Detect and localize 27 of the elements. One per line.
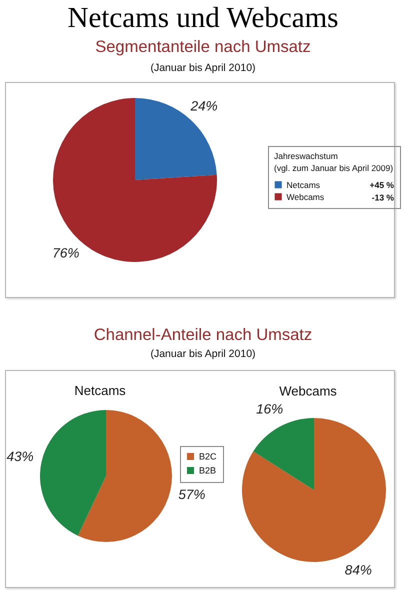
pie-slice <box>135 98 217 180</box>
text: (Januar bis April 2010) <box>149 348 257 360</box>
chart-title: Netcams <box>74 383 126 398</box>
legend-label: B2B <box>199 466 216 476</box>
data-label: 24% <box>190 98 218 114</box>
text: Channel-Anteile nach Umsatz <box>92 326 314 345</box>
legend-title: Jahreswachstum <box>274 151 338 161</box>
data-label: 76% <box>52 246 80 261</box>
text: (vgl. zum Januar bis April 2009) <box>274 163 394 173</box>
data-label: 16% <box>256 401 284 416</box>
data-label: 43% <box>6 448 34 464</box>
data-label: 84% <box>344 562 372 578</box>
legend-label: Netcams <box>286 180 320 190</box>
text: -13 % <box>372 192 394 202</box>
chart-subtitle: Segmentanteile nach Umsatz <box>94 38 312 57</box>
data-label: 57% <box>178 487 206 502</box>
pie-slice <box>253 418 314 490</box>
legend-label: B2C <box>199 452 218 462</box>
pie-slice <box>53 98 217 262</box>
text: (Januar bis April 2010) <box>149 62 257 74</box>
chart-title: Netcams und Webcams <box>66 2 340 36</box>
text: +45 % <box>370 180 394 190</box>
legend-label: Webcams <box>286 192 324 202</box>
chart-title: Webcams <box>279 383 338 398</box>
pie-slice <box>242 418 386 562</box>
pie-slice <box>78 410 172 542</box>
pie-slice <box>40 410 106 536</box>
